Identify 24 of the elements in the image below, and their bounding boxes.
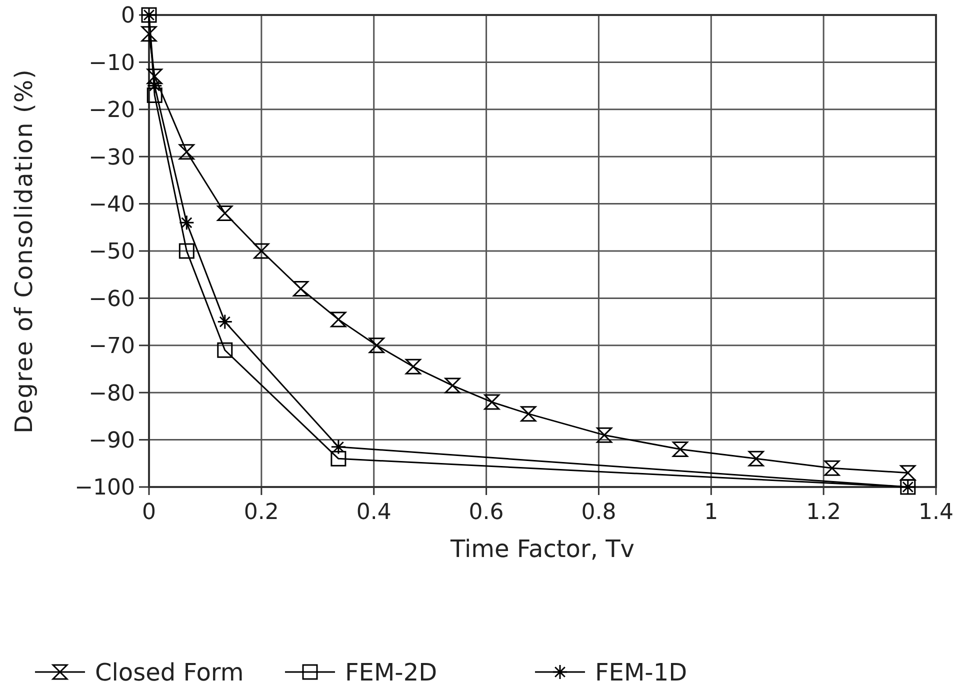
x-tick-label: 1.4 — [918, 500, 954, 525]
y-tick-label: −40 — [88, 192, 135, 218]
legend-label: FEM-2D — [345, 658, 438, 686]
x-tick-label: 0.4 — [356, 500, 392, 525]
y-tick-label: −100 — [74, 476, 135, 501]
x-tick-label: 0.8 — [581, 500, 616, 525]
x-tick-label: 0 — [142, 500, 156, 525]
y-axis-title: Degree of Consolidation (%) — [10, 68, 38, 434]
y-tick-label: −70 — [88, 334, 135, 360]
y-tick-label: −80 — [88, 381, 135, 406]
x-tick-label: 1.2 — [806, 500, 842, 525]
legend-label: Closed Form — [95, 658, 244, 686]
x-tick-label: 0.2 — [244, 500, 279, 525]
x-tick-label: 0.6 — [468, 500, 504, 525]
y-tick-label: −10 — [88, 50, 135, 76]
y-tick-label: −30 — [88, 145, 135, 170]
y-tick-label: −90 — [88, 428, 135, 454]
legend-label: FEM-1D — [595, 658, 688, 686]
x-axis-title: Time Factor, Tv — [450, 535, 634, 563]
y-tick-label: −20 — [88, 98, 135, 124]
x-tick-label: 1 — [704, 500, 718, 525]
y-tick-label: −50 — [88, 240, 135, 265]
y-tick-label: −60 — [88, 286, 135, 312]
y-tick-label: 0 — [121, 4, 135, 29]
